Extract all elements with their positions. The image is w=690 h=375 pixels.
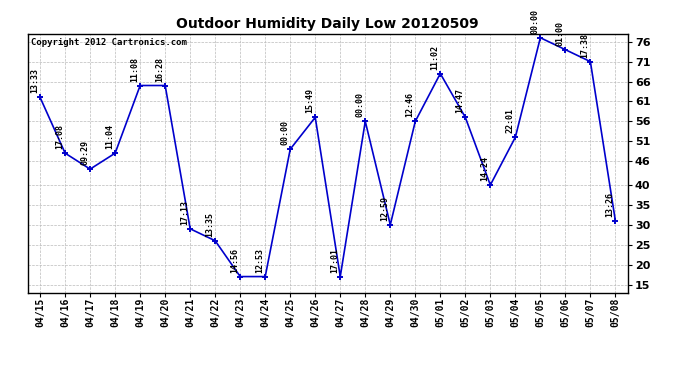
- Text: 17:13: 17:13: [180, 200, 189, 225]
- Text: 01:00: 01:00: [555, 21, 564, 46]
- Text: 12:59: 12:59: [380, 196, 389, 221]
- Text: 13:35: 13:35: [205, 212, 214, 237]
- Title: Outdoor Humidity Daily Low 20120509: Outdoor Humidity Daily Low 20120509: [177, 17, 479, 31]
- Text: 12:53: 12:53: [255, 248, 264, 273]
- Text: 22:01: 22:01: [505, 108, 514, 133]
- Text: 00:00: 00:00: [531, 9, 540, 34]
- Text: 14:47: 14:47: [455, 88, 464, 113]
- Text: 00:00: 00:00: [355, 92, 364, 117]
- Text: 17:08: 17:08: [55, 124, 64, 149]
- Text: 11:02: 11:02: [431, 45, 440, 70]
- Text: 11:04: 11:04: [105, 124, 114, 149]
- Text: 12:46: 12:46: [405, 92, 414, 117]
- Text: 14:56: 14:56: [230, 248, 239, 273]
- Text: 09:29: 09:29: [80, 140, 89, 165]
- Text: 17:01: 17:01: [331, 248, 339, 273]
- Text: 15:49: 15:49: [305, 88, 314, 113]
- Text: Copyright 2012 Cartronics.com: Copyright 2012 Cartronics.com: [30, 38, 186, 46]
- Text: 14:24: 14:24: [480, 156, 489, 181]
- Text: 13:26: 13:26: [605, 192, 614, 217]
- Text: 17:38: 17:38: [580, 33, 589, 58]
- Text: 00:00: 00:00: [280, 120, 289, 145]
- Text: 16:28: 16:28: [155, 57, 164, 81]
- Text: 11:08: 11:08: [130, 57, 139, 81]
- Text: 13:33: 13:33: [30, 69, 39, 93]
